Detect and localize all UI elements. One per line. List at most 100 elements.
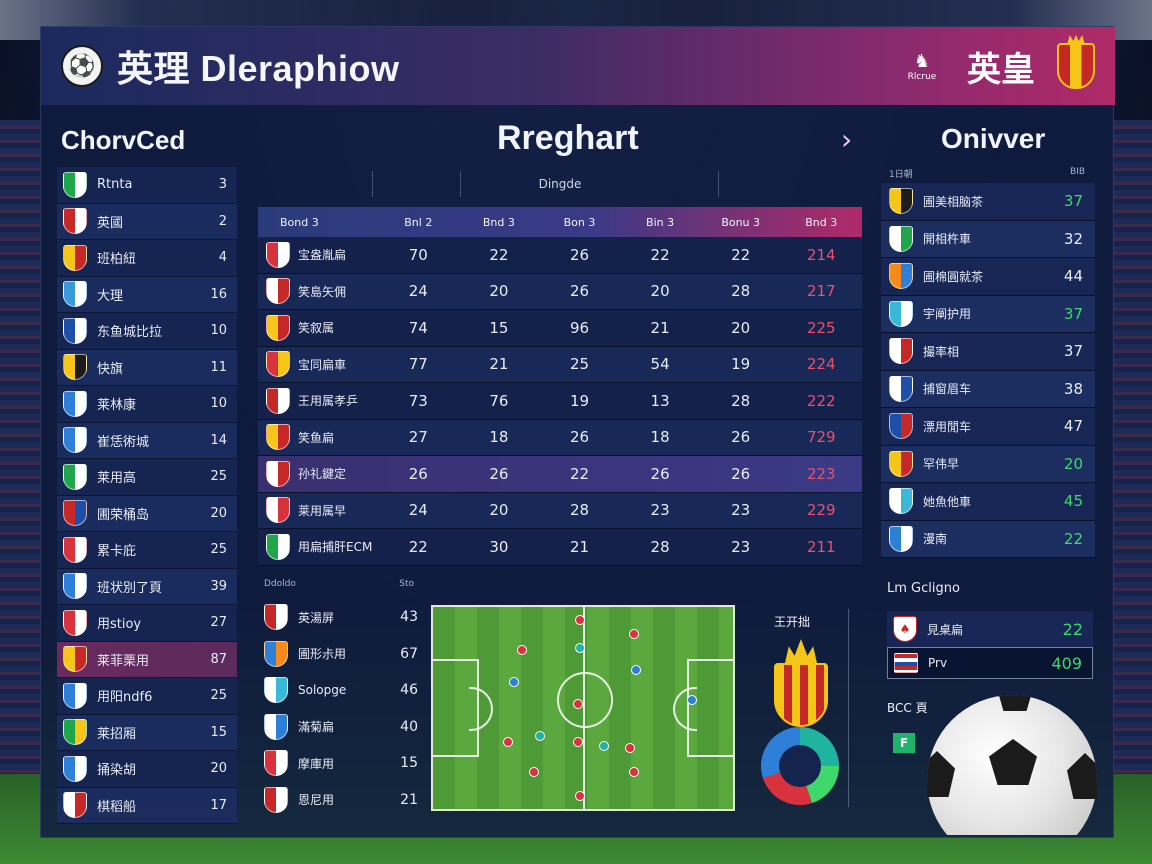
team-value: 10 bbox=[210, 323, 227, 339]
list-item[interactable]: 圃棉圓就茶 44 bbox=[881, 258, 1095, 296]
table-row[interactable]: 笑鱼扁 27 18 26 18 26 729 bbox=[258, 419, 862, 456]
list-item[interactable]: 罕伟早 20 bbox=[881, 445, 1095, 483]
list-item[interactable]: 莱招厢 15 bbox=[57, 714, 237, 751]
player-marker[interactable] bbox=[631, 665, 641, 675]
list-item[interactable]: 莱用高 25 bbox=[57, 459, 237, 496]
list-item[interactable]: 英國 2 bbox=[57, 203, 237, 240]
table-row[interactable]: 宝同扁車 77 21 25 54 19 224 bbox=[258, 346, 862, 383]
list-item[interactable]: 东鱼城比拉 10 bbox=[57, 313, 237, 350]
list-item[interactable]: 累卡庇 25 bbox=[57, 532, 237, 569]
team-name: 用扁捕肝ECM bbox=[298, 540, 373, 555]
list-item[interactable]: 恩尼用 21 bbox=[258, 782, 418, 819]
team-crest-icon bbox=[63, 317, 87, 344]
player-marker[interactable] bbox=[575, 643, 585, 653]
team-crest-icon: ♠ bbox=[893, 616, 917, 642]
soccer-ball-logo-icon[interactable]: ⚽ bbox=[61, 45, 103, 87]
player-marker[interactable] bbox=[529, 767, 539, 777]
player-marker[interactable] bbox=[517, 645, 527, 655]
football-pitch[interactable] bbox=[431, 605, 735, 811]
list-item[interactable]: 摩庫用 15 bbox=[258, 745, 418, 782]
table-row[interactable]: 宝盎胤扁 70 22 26 22 22 214 bbox=[258, 237, 862, 274]
list-item[interactable]: 她魚他車 45 bbox=[881, 483, 1095, 521]
player-marker[interactable] bbox=[625, 743, 635, 753]
team-name: 漂用閒车 bbox=[923, 419, 972, 434]
club-badge-icon[interactable]: ♞ Rlcrue bbox=[907, 50, 937, 82]
right-lower-row[interactable]: ♠ 見桌扁 22 bbox=[887, 611, 1093, 647]
table-row[interactable]: 笑叙属 74 15 96 21 20 225 bbox=[258, 310, 862, 347]
table-row[interactable]: 孙礼鍵定 26 26 22 26 26 223 bbox=[258, 456, 862, 493]
list-item[interactable]: 快旗 11 bbox=[57, 349, 237, 386]
table-row[interactable]: 莱用属早 24 20 28 23 23 229 bbox=[258, 492, 862, 529]
team-name: 班状別了頁 bbox=[97, 580, 163, 596]
center-section-title: Rreghart bbox=[497, 119, 639, 157]
royal-crest-icon[interactable] bbox=[1057, 43, 1095, 89]
table-row[interactable]: 笑島矢佣 24 20 26 20 28 217 bbox=[258, 273, 862, 310]
column-header[interactable]: Bnl 2 bbox=[404, 215, 433, 229]
team-name: 棋稻船 bbox=[97, 799, 137, 815]
column-header[interactable]: Bond 3 bbox=[280, 215, 319, 229]
table-row[interactable]: 用扁捕肝ECM 22 30 21 28 23 211 bbox=[258, 529, 862, 566]
list-item[interactable]: 宇阐护用 37 bbox=[881, 295, 1095, 333]
team-crest-icon bbox=[889, 338, 913, 365]
list-item[interactable]: 用阳ndf6 25 bbox=[57, 678, 237, 715]
team-name: 滿菊扁 bbox=[298, 720, 335, 735]
team-name: 快旗 bbox=[97, 361, 124, 377]
list-item[interactable]: 捅染胡 20 bbox=[57, 751, 237, 788]
team-value: 22 bbox=[1063, 529, 1083, 548]
list-item[interactable]: 撮率相 37 bbox=[881, 333, 1095, 371]
team-name: 大理 bbox=[97, 288, 124, 304]
list-item[interactable]: 班柏紐 4 bbox=[57, 240, 237, 277]
player-marker[interactable] bbox=[599, 741, 609, 751]
player-marker[interactable] bbox=[575, 791, 585, 801]
table-row[interactable]: 王用属孝乒 73 76 19 13 28 222 bbox=[258, 383, 862, 420]
mini-f-icon[interactable]: F bbox=[893, 733, 915, 753]
player-marker[interactable] bbox=[629, 629, 639, 639]
list-item[interactable]: 漂用閒车 47 bbox=[881, 408, 1095, 446]
list-item[interactable]: Rtnta 3 bbox=[57, 167, 237, 204]
team-name: 莱用高 bbox=[97, 471, 137, 487]
column-header[interactable]: Bon 3 bbox=[563, 215, 596, 229]
player-marker[interactable] bbox=[573, 699, 583, 709]
column-header[interactable]: Bin 3 bbox=[646, 215, 675, 229]
list-item[interactable]: 莱林康 10 bbox=[57, 386, 237, 423]
chevron-right-icon[interactable]: › bbox=[841, 123, 853, 156]
list-item[interactable]: 開相杵車 32 bbox=[881, 220, 1095, 258]
list-item[interactable]: 圃美相脑茶 37 bbox=[881, 183, 1095, 221]
list-item[interactable]: 英湯屏 43 bbox=[258, 599, 418, 636]
table-cell: 23 bbox=[650, 501, 670, 520]
table-cell: 19 bbox=[569, 391, 590, 410]
list-item[interactable]: 漫南 22 bbox=[881, 520, 1095, 558]
column-header[interactable]: Bnd 3 bbox=[482, 215, 515, 229]
list-item[interactable]: 大理 16 bbox=[57, 276, 237, 313]
list-item[interactable]: 圃形尗用 67 bbox=[258, 636, 418, 673]
list-item[interactable]: 崔恁術城 14 bbox=[57, 422, 237, 459]
team-name: 用stioy bbox=[97, 617, 142, 633]
table-cell: 26 bbox=[731, 428, 751, 447]
list-item[interactable]: 棋稻船 17 bbox=[57, 787, 237, 824]
ball-patch bbox=[989, 739, 1037, 785]
list-item[interactable]: 莱菲栗用 87 bbox=[57, 641, 237, 678]
player-marker[interactable] bbox=[509, 677, 519, 687]
list-item[interactable]: 圃荣桶岛 20 bbox=[57, 495, 237, 532]
team-value: 20 bbox=[1063, 454, 1083, 473]
list-item[interactable]: 捕窗眉车 38 bbox=[881, 370, 1095, 408]
right-lower-row[interactable]: Prv 409 bbox=[887, 647, 1093, 679]
ring-chart-icon[interactable] bbox=[761, 727, 839, 805]
big-crest-icon[interactable] bbox=[774, 663, 828, 727]
penalty-arc-right bbox=[673, 687, 697, 731]
list-item[interactable]: 滿菊扁 40 bbox=[258, 709, 418, 746]
player-marker[interactable] bbox=[629, 767, 639, 777]
team-crest-icon bbox=[889, 225, 913, 252]
player-marker[interactable] bbox=[687, 695, 697, 705]
list-item[interactable]: 班状別了頁 39 bbox=[57, 568, 237, 605]
player-marker[interactable] bbox=[535, 731, 545, 741]
team-name: 东鱼城比拉 bbox=[97, 325, 163, 341]
list-item[interactable]: 用stioy 27 bbox=[57, 605, 237, 642]
player-marker[interactable] bbox=[575, 615, 585, 625]
team-value: 43 bbox=[400, 609, 418, 626]
column-header[interactable]: Bnd 3 bbox=[805, 215, 838, 229]
player-marker[interactable] bbox=[503, 737, 513, 747]
column-header[interactable]: Bonu 3 bbox=[721, 215, 761, 229]
list-item[interactable]: Solopge 46 bbox=[258, 672, 418, 709]
player-marker[interactable] bbox=[573, 737, 583, 747]
